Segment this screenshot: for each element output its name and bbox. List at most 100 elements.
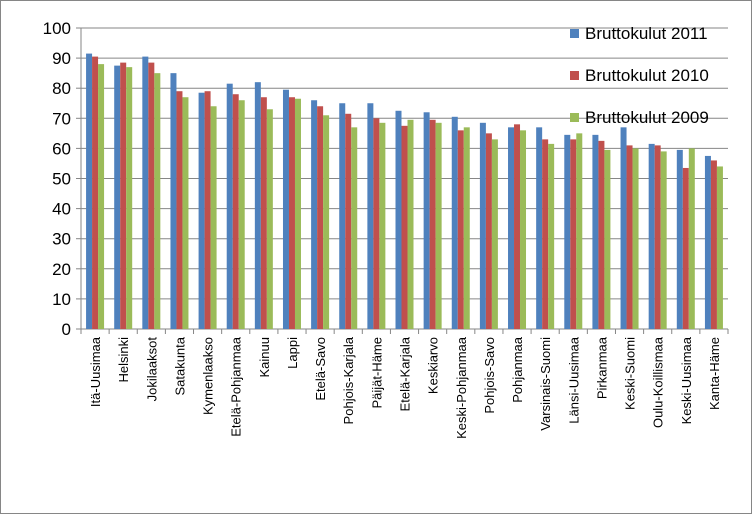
x-tick-label: Oulu-Koillismaa bbox=[651, 336, 666, 428]
axes bbox=[76, 27, 729, 334]
y-tick-label: 90 bbox=[52, 49, 71, 68]
x-tick-label: Lappi bbox=[285, 337, 300, 369]
bar bbox=[463, 127, 470, 329]
bar bbox=[114, 65, 121, 329]
bar bbox=[154, 73, 161, 330]
y-tick-label: 50 bbox=[52, 170, 71, 189]
bar bbox=[367, 103, 374, 329]
legend: Bruttokulut 2011 Bruttokulut 2010 Bruttoku… bbox=[570, 24, 709, 127]
bar bbox=[226, 83, 233, 329]
bar bbox=[373, 118, 380, 329]
bar bbox=[282, 89, 289, 329]
bar bbox=[676, 149, 683, 329]
bar bbox=[407, 119, 414, 330]
bar bbox=[485, 133, 492, 329]
bar bbox=[379, 122, 386, 329]
bar bbox=[536, 127, 543, 329]
bar bbox=[451, 116, 458, 329]
bar bbox=[576, 133, 583, 329]
bar bbox=[564, 134, 571, 329]
bar bbox=[682, 167, 689, 329]
bar bbox=[126, 67, 133, 329]
y-tick-label: 0 bbox=[62, 320, 71, 339]
bar bbox=[98, 64, 105, 329]
bar bbox=[351, 127, 358, 329]
legend-swatch bbox=[570, 113, 579, 122]
x-tick-label: Pohjanmaa bbox=[510, 336, 525, 403]
bar bbox=[626, 145, 633, 329]
x-tick-label: Keski-Pohjanmaa bbox=[454, 336, 469, 439]
legend-swatch bbox=[570, 29, 579, 38]
bar bbox=[86, 53, 93, 330]
bar bbox=[148, 62, 155, 330]
bar bbox=[716, 166, 723, 329]
y-tick-label: 60 bbox=[52, 139, 71, 158]
bar bbox=[542, 139, 549, 329]
bar bbox=[598, 140, 605, 329]
x-tick-labels: Itä-Uusimaa Helsinki Jokilaaksot Satakunta K… bbox=[88, 336, 722, 439]
x-tick-label: Länsi-Uusimaa bbox=[566, 336, 581, 423]
x-tick-label: Jokilaaksot bbox=[144, 337, 159, 402]
bar bbox=[317, 106, 324, 329]
bar bbox=[508, 127, 515, 329]
bar bbox=[311, 100, 318, 330]
x-tick-label: Etelä-Savo bbox=[313, 337, 328, 401]
x-tick-label: Keskiarvo bbox=[426, 337, 441, 394]
bar bbox=[92, 56, 99, 329]
x-tick-label: Itä-Uusimaa bbox=[88, 336, 103, 407]
x-tick-label: Kymenlaakso bbox=[201, 337, 216, 415]
x-tick-label: Pohjois-Karjala bbox=[341, 336, 356, 424]
x-tick-label: Etelä-Pohjanmaa bbox=[229, 336, 244, 436]
bar bbox=[232, 94, 239, 329]
bar bbox=[688, 148, 695, 329]
x-tick-label: Kainuu bbox=[257, 337, 272, 377]
x-tick-label: Helsinki bbox=[116, 337, 131, 383]
x-tick-label: Satakunta bbox=[172, 336, 187, 395]
bar bbox=[170, 73, 177, 330]
x-tick-label: Varsinais-Suomi bbox=[538, 337, 553, 431]
legend-label: Bruttokulut 2009 bbox=[585, 108, 709, 127]
bar bbox=[491, 139, 498, 329]
legend-label: Bruttokulut 2011 bbox=[585, 24, 708, 43]
bar bbox=[345, 113, 352, 329]
bar bbox=[514, 124, 521, 329]
bar bbox=[457, 130, 464, 329]
y-tick-labels: 0 10 20 30 40 50 60 70 80 90 100 bbox=[43, 19, 71, 339]
bar bbox=[142, 56, 149, 329]
y-tick-label: 80 bbox=[52, 79, 71, 98]
bar bbox=[395, 110, 402, 330]
x-tick-label: Keski-Uusimaa bbox=[679, 336, 694, 424]
x-tick-label: Kanta-Häme bbox=[707, 337, 722, 410]
bar bbox=[204, 91, 211, 330]
y-tick-label: 100 bbox=[43, 19, 71, 38]
bar bbox=[479, 122, 486, 329]
bar bbox=[548, 143, 555, 329]
bar bbox=[429, 119, 436, 330]
bar bbox=[632, 148, 639, 329]
bar bbox=[294, 98, 301, 329]
legend-swatch bbox=[570, 71, 579, 80]
bar bbox=[423, 112, 430, 329]
y-tick-label: 30 bbox=[52, 230, 71, 249]
y-tick-label: 40 bbox=[52, 200, 71, 219]
bars bbox=[86, 53, 723, 330]
bar bbox=[401, 125, 408, 329]
bar bbox=[620, 127, 627, 329]
bar bbox=[210, 106, 217, 329]
x-tick-label: Keski-Suomi bbox=[623, 337, 638, 410]
y-tick-label: 70 bbox=[52, 109, 71, 128]
bar bbox=[592, 134, 599, 329]
bar bbox=[704, 155, 711, 329]
bar bbox=[120, 62, 127, 330]
bar bbox=[288, 97, 295, 329]
legend-label: Bruttokulut 2010 bbox=[585, 66, 709, 85]
bar bbox=[570, 139, 577, 329]
y-tick-label: 10 bbox=[52, 290, 71, 309]
bar bbox=[176, 91, 183, 330]
bar bbox=[660, 151, 667, 329]
bar bbox=[654, 145, 661, 329]
x-tick-label: Pohjois-Savo bbox=[482, 337, 497, 414]
x-tick-label: Etelä-Karjala bbox=[398, 336, 413, 411]
bar bbox=[254, 82, 261, 330]
